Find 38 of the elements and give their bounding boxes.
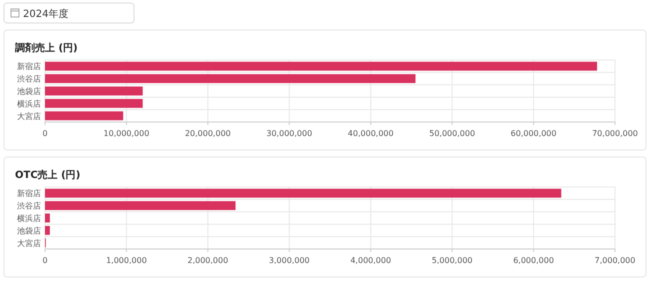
- y-tick-label: 新宿店: [17, 62, 41, 72]
- chart-title: 調剤売上 (円): [14, 42, 78, 54]
- x-tick-label: 1,000,000: [106, 256, 147, 265]
- x-tick-label: 60,000,000: [510, 129, 556, 138]
- y-tick-label: 横浜店: [17, 99, 41, 108]
- x-tick-label: 6,000,000: [513, 256, 554, 265]
- bar: [45, 214, 50, 222]
- y-tick-label: 渋谷店: [17, 74, 41, 84]
- text: 2024年度: [23, 8, 68, 20]
- x-tick-label: 30,000,000: [266, 129, 312, 138]
- x-tick-label: 7,000,000: [594, 256, 636, 265]
- bar: [45, 86, 143, 96]
- x-tick-label: 40,000,000: [348, 129, 394, 138]
- x-tick-label: 50,000,000: [429, 129, 476, 138]
- x-tick-label: 3,000,000: [268, 256, 310, 265]
- x-tick-label: 4,000,000: [350, 256, 392, 265]
- y-tick-label: 大宮店: [17, 238, 41, 248]
- y-tick-label: 渋谷店: [17, 202, 41, 211]
- bar: [45, 111, 124, 120]
- x-tick-label: 10,000,000: [104, 129, 150, 138]
- x-tick-label: 0: [42, 256, 48, 265]
- y-tick-label: 池袋店: [17, 226, 41, 236]
- x-tick-label: 0: [42, 129, 48, 138]
- y-tick-label: 池袋店: [17, 87, 41, 96]
- bar: [45, 62, 598, 71]
- bar: [45, 74, 416, 84]
- bar: [45, 201, 236, 210]
- x-tick-label: 70,000,000: [592, 129, 638, 138]
- y-tick-label: 大宮店: [17, 112, 41, 121]
- x-tick-label: 5,000,000: [432, 256, 472, 265]
- chart-title: OTC売上 (円): [15, 169, 80, 181]
- bar: [45, 188, 562, 198]
- x-tick-label: 20,000,000: [184, 129, 231, 138]
- y-tick-label: 横浜店: [17, 214, 41, 223]
- x-tick-label: 2,000,000: [188, 256, 228, 265]
- bar: [45, 98, 143, 108]
- bar: [45, 226, 50, 235]
- y-tick-label: 新宿店: [17, 189, 41, 198]
